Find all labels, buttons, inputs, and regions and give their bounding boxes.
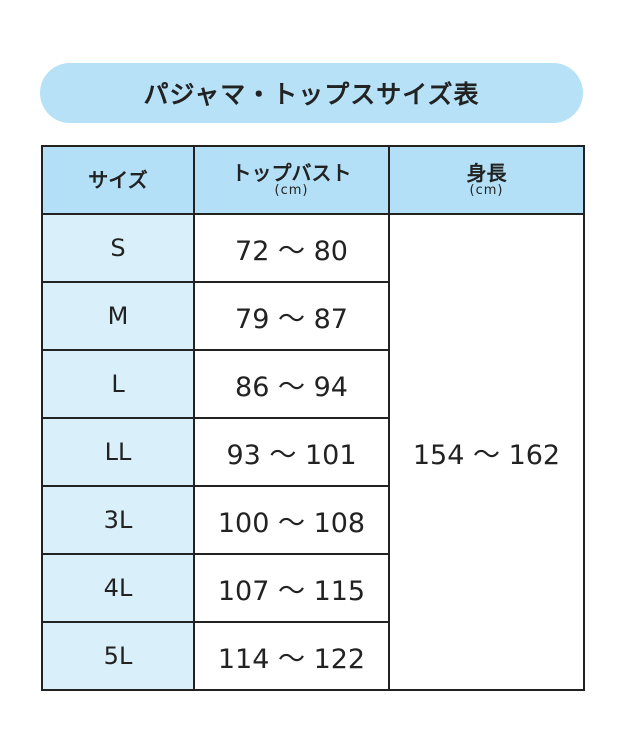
size-cell: S	[41, 213, 195, 283]
bust-cell: 79 〜 87	[193, 281, 390, 351]
header-bust: トップバスト (cm)	[193, 145, 390, 215]
table-row: S 72 〜 80 154 〜 162	[41, 213, 585, 691]
bust-unit: (cm)	[274, 182, 309, 198]
bust-cell: 86 〜 94	[193, 349, 390, 419]
size-cell: L	[41, 349, 195, 419]
table-row: M 79 〜 87	[41, 281, 584, 351]
size-table: サイズ トップバスト (cm) 身長 (cm) S 72 〜 80 154 〜 162 M…	[41, 145, 585, 691]
bust-cell: 107 〜 115	[193, 553, 390, 623]
height-cell: 154 〜 162	[388, 213, 585, 691]
table-row: 4L 107 〜 115	[41, 553, 584, 623]
size-cell: 4L	[41, 553, 195, 623]
height-unit: (cm)	[469, 182, 504, 198]
bust-cell: 114 〜 122	[193, 621, 390, 691]
size-cell: LL	[41, 417, 195, 487]
chart-title: パジャマ・トップスサイズ表	[40, 63, 583, 123]
bust-cell: 93 〜 101	[193, 417, 390, 487]
header-size: サイズ	[41, 145, 195, 215]
size-cell: 5L	[41, 621, 195, 691]
table-row: 3L 100 〜 108	[41, 485, 584, 555]
bust-cell: 100 〜 108	[193, 485, 390, 555]
table-row: LL 93 〜 101	[41, 417, 584, 487]
header-row: サイズ トップバスト (cm) 身長 (cm)	[41, 145, 585, 215]
bust-cell: 72 〜 80	[193, 213, 390, 283]
size-cell: 3L	[41, 485, 195, 555]
table-row: L 86 〜 94	[41, 349, 584, 419]
table-row: 5L 114 〜 122	[41, 621, 584, 691]
size-cell: M	[41, 281, 195, 351]
header-height: 身長 (cm)	[388, 145, 585, 215]
